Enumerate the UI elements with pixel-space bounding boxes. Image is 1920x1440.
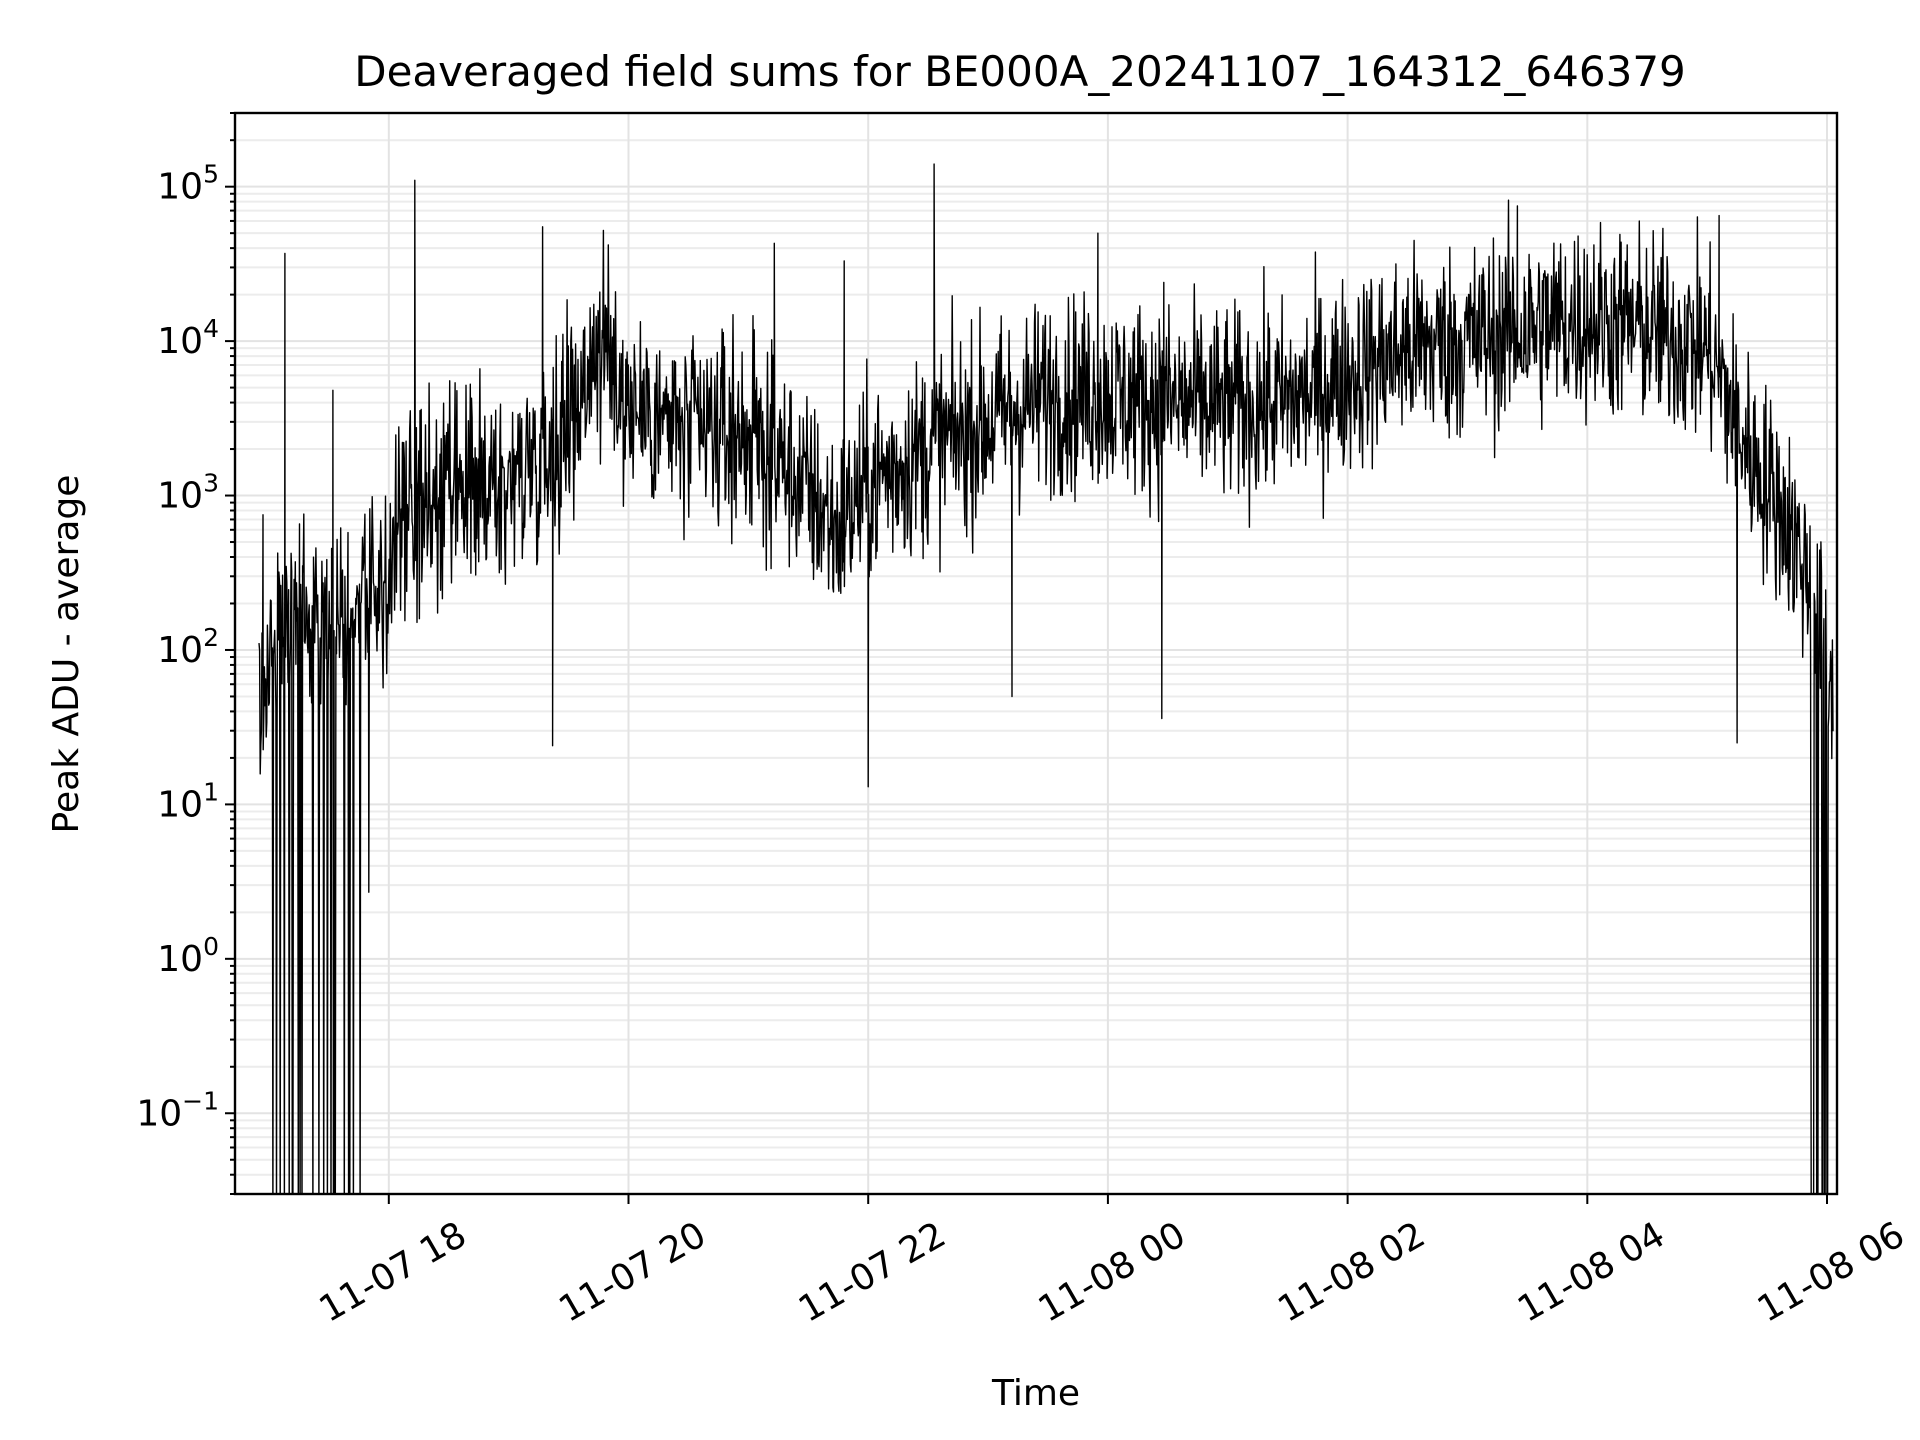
y-tick-label: 101: [157, 777, 219, 825]
chart-title: Deaveraged field sums for BE000A_2024110…: [354, 47, 1686, 96]
x-tick-label: 11-07 20: [552, 1214, 713, 1330]
x-tick-label: 11-08 00: [1032, 1214, 1193, 1330]
y-tick-label: 103: [157, 469, 219, 517]
plot-area: [258, 163, 1834, 1194]
y-tick-label: 100: [157, 932, 219, 980]
y-tick-label: 10−1: [136, 1086, 219, 1134]
grid: [235, 112, 1837, 1195]
y-axis-label: Peak ADU - average: [46, 475, 87, 834]
x-tick-label: 11-08 06: [1751, 1214, 1912, 1330]
x-tick-label: 11-08 04: [1511, 1214, 1672, 1330]
y-tick-label: 105: [157, 160, 219, 208]
x-tick-label: 11-07 18: [313, 1214, 474, 1330]
y-tick-label: 104: [157, 314, 219, 362]
series-line: [258, 163, 1834, 1194]
x-axis-label: Time: [991, 1373, 1080, 1414]
plot-frame: [233, 111, 1839, 1196]
x-tick-label: 11-08 02: [1271, 1214, 1432, 1330]
x-tick-label: 11-07 22: [792, 1214, 953, 1330]
y-tick-label: 102: [157, 623, 219, 671]
